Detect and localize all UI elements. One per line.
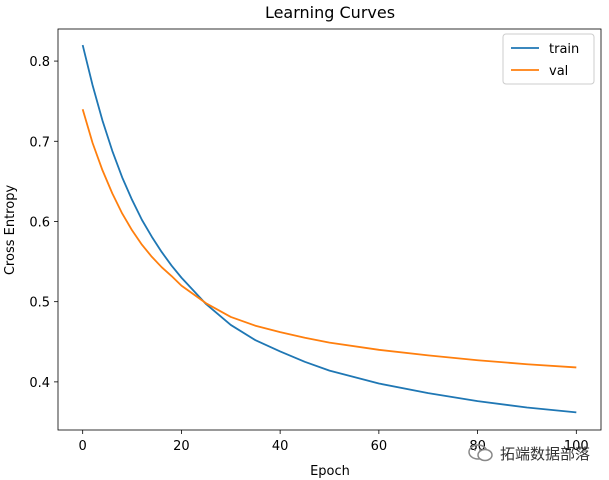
x-tick-label: 60 <box>371 439 388 454</box>
y-tick-label: 0.8 <box>29 55 50 70</box>
x-tick-label: 20 <box>173 439 190 454</box>
legend-label-train: train <box>549 42 579 57</box>
series-line-train <box>81 44 577 414</box>
x-tick-label: 40 <box>272 439 289 454</box>
y-tick-label: 0.4 <box>29 376 50 391</box>
wechat-icon <box>468 443 494 463</box>
y-tick-label: 0.5 <box>29 296 50 311</box>
chart-title: Learning Curves <box>265 3 395 22</box>
y-axis-label: Cross Entropy <box>3 185 18 276</box>
y-tick-label: 0.7 <box>29 135 50 150</box>
plot-frame <box>57 28 602 431</box>
watermark: 拓端数据部落 <box>468 441 590 465</box>
y-tick-label: 0.6 <box>29 215 50 230</box>
legend-label-val: val <box>549 64 568 79</box>
x-axis-label: Epoch <box>310 464 350 479</box>
x-tick-label: 0 <box>79 439 87 454</box>
series-line-val <box>81 108 577 369</box>
legend-box <box>502 33 595 85</box>
x-tick-label: 100 <box>564 439 589 454</box>
watermark-text: 拓端数据部落 <box>500 444 591 463</box>
